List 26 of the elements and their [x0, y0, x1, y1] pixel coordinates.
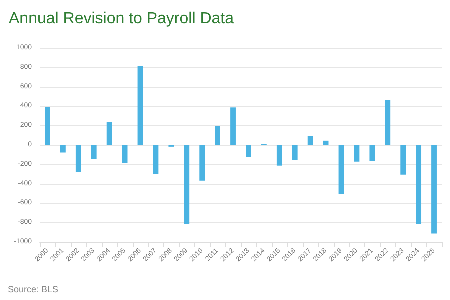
bar — [153, 145, 159, 174]
bar — [184, 145, 190, 225]
bar — [45, 107, 50, 145]
bar — [276, 145, 282, 166]
bar — [370, 145, 376, 162]
bar — [385, 100, 391, 145]
bar — [354, 145, 360, 162]
bar — [138, 66, 144, 145]
chart-title: Annual Revision to Payroll Data — [9, 10, 234, 28]
bar — [432, 145, 437, 234]
bar — [400, 145, 406, 175]
bar — [246, 145, 252, 158]
bar — [91, 145, 97, 160]
bar — [76, 145, 82, 172]
bar — [215, 126, 221, 145]
bar — [338, 145, 344, 194]
bar — [106, 122, 112, 145]
bar — [416, 145, 422, 225]
bar — [308, 136, 314, 145]
bar — [122, 145, 128, 164]
source-note: Source: BLS — [8, 284, 59, 294]
bar — [230, 108, 236, 145]
bar — [292, 145, 298, 160]
bar — [323, 140, 329, 145]
bar — [60, 145, 66, 153]
bar — [200, 145, 206, 181]
